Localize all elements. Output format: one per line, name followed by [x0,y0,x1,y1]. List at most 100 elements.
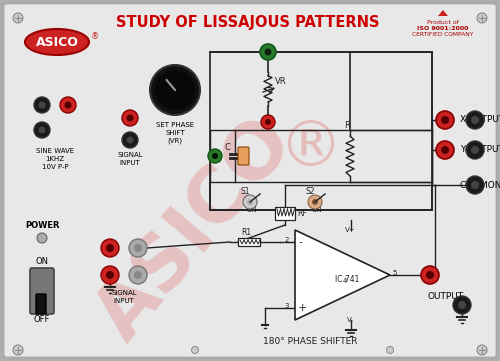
Circle shape [471,146,479,154]
Circle shape [453,296,471,314]
Text: VR: VR [275,78,286,87]
Circle shape [212,153,218,159]
Circle shape [122,132,138,148]
Circle shape [101,266,119,284]
Polygon shape [295,230,390,320]
Bar [210,52,432,210]
Circle shape [243,195,257,209]
Text: S2: S2 [305,187,315,196]
FancyBboxPatch shape [30,268,54,314]
Text: ASICO: ASICO [36,35,78,48]
Text: ®: ® [91,32,99,41]
Circle shape [64,101,71,109]
Circle shape [106,271,114,279]
Text: ON: ON [312,207,322,213]
Circle shape [60,97,76,113]
Text: ASICO: ASICO [82,105,308,355]
Circle shape [150,65,200,115]
Circle shape [477,13,487,23]
Circle shape [308,195,322,209]
Circle shape [477,345,487,355]
Circle shape [261,115,275,129]
Text: C: C [224,144,230,152]
Circle shape [247,199,253,205]
Text: +: + [298,303,308,313]
Bar [210,130,432,182]
Text: 3: 3 [284,303,289,309]
Circle shape [265,119,271,125]
Circle shape [34,97,50,113]
Circle shape [126,114,134,122]
Text: IC 741: IC 741 [336,275,359,284]
Text: ®: ® [278,117,342,179]
Circle shape [421,266,439,284]
Circle shape [134,271,142,279]
Circle shape [192,347,198,353]
Text: COMMON: COMMON [460,180,500,190]
Text: Product of: Product of [427,20,459,25]
Text: Y-OUTPUT: Y-OUTPUT [460,145,500,155]
Text: ISO 9001:2000: ISO 9001:2000 [418,26,469,31]
Text: -: - [298,237,302,247]
Circle shape [13,13,23,23]
Circle shape [126,136,134,144]
Text: SIGNAL
INPUT: SIGNAL INPUT [111,290,137,304]
Text: ON: ON [246,207,258,213]
Circle shape [101,239,119,257]
Circle shape [106,244,114,252]
Text: V+: V+ [345,227,356,233]
Circle shape [386,347,394,353]
Circle shape [208,149,222,163]
Circle shape [38,101,46,109]
Text: S1: S1 [240,187,250,196]
Text: R: R [344,122,350,130]
Circle shape [13,345,23,355]
Circle shape [129,239,147,257]
Text: 4: 4 [342,278,346,284]
FancyBboxPatch shape [238,238,260,246]
Text: X-OUTPUT: X-OUTPUT [460,116,500,125]
Circle shape [436,141,454,159]
Polygon shape [438,10,448,16]
Circle shape [37,233,47,243]
Text: RF: RF [297,209,307,217]
Circle shape [155,70,195,110]
Circle shape [129,266,147,284]
Text: STUDY OF LISSAJOUS PATTERNS: STUDY OF LISSAJOUS PATTERNS [116,14,380,30]
Circle shape [441,146,449,154]
Circle shape [134,244,142,252]
Circle shape [122,110,138,126]
FancyBboxPatch shape [238,147,249,165]
Circle shape [312,199,318,205]
Circle shape [466,111,484,129]
Text: SIGNAL
INPUT: SIGNAL INPUT [117,152,143,166]
Circle shape [34,122,50,138]
Circle shape [38,126,46,134]
Circle shape [441,116,449,124]
FancyBboxPatch shape [36,294,46,314]
Text: SINE WAVE
1KHZ
10V P-P: SINE WAVE 1KHZ 10V P-P [36,148,74,170]
Text: V-: V- [347,317,354,323]
Ellipse shape [25,29,89,55]
Text: SET PHASE
SHIFT
(VR): SET PHASE SHIFT (VR) [156,122,194,144]
Text: 2: 2 [284,237,289,243]
Circle shape [264,48,272,56]
Circle shape [466,176,484,194]
Text: 180° PHASE SHIFTER: 180° PHASE SHIFTER [263,338,357,347]
Circle shape [471,181,479,189]
Text: OUTPUT: OUTPUT [428,292,464,301]
Circle shape [260,44,276,60]
Text: R1: R1 [241,228,251,237]
Text: OFF: OFF [34,316,50,325]
FancyBboxPatch shape [3,3,497,358]
Text: CERTIFIED COMPANY: CERTIFIED COMPANY [412,32,474,37]
Text: ON: ON [36,257,49,266]
Circle shape [458,301,466,309]
Circle shape [426,271,434,279]
FancyBboxPatch shape [275,207,295,220]
Text: 5: 5 [392,270,396,276]
Circle shape [471,116,479,124]
Text: POWER: POWER [25,221,59,230]
Circle shape [436,111,454,129]
Circle shape [466,141,484,159]
